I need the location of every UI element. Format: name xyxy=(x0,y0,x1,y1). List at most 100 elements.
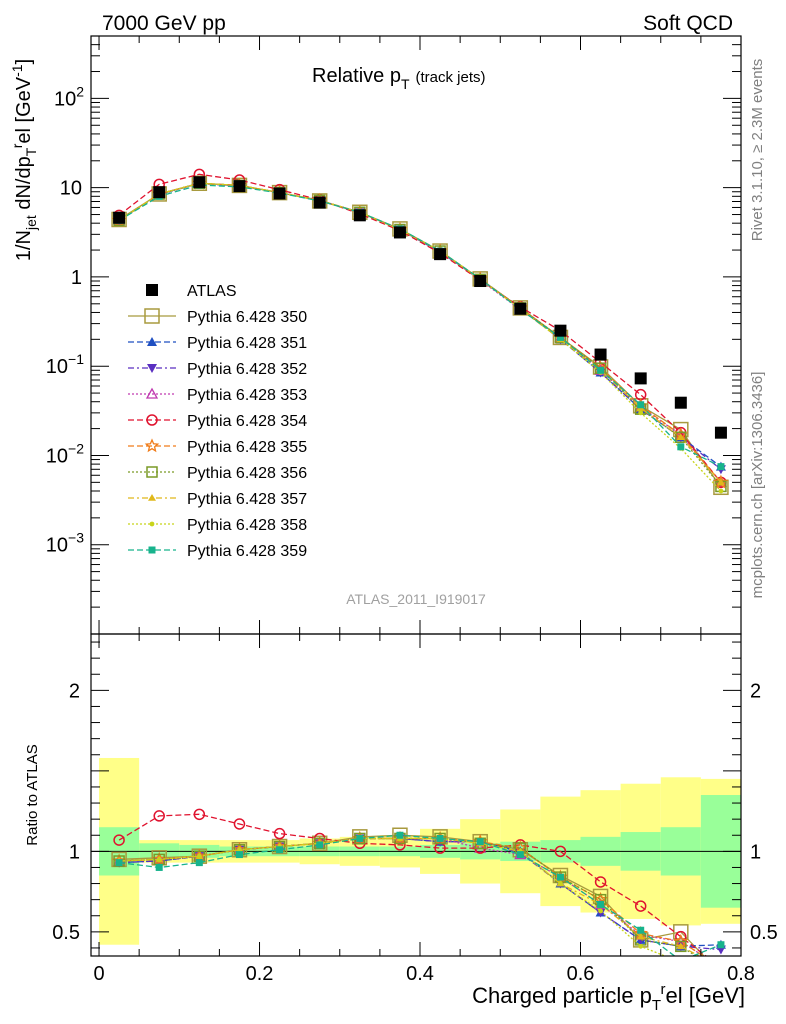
ratio-point xyxy=(716,962,726,972)
legend-label: Pythia 6.428 358 xyxy=(187,517,307,534)
atlas-point xyxy=(393,226,406,239)
series-point xyxy=(717,463,725,471)
ratio-ylabel: Ratio to ATLAS xyxy=(24,744,41,845)
ratio-point xyxy=(598,908,603,914)
ratio-point xyxy=(677,957,684,964)
atlas-point xyxy=(193,176,206,189)
ratio-ytick-label-right: 1 xyxy=(750,841,761,863)
legend-entry: Pythia 6.428 352 xyxy=(128,361,307,378)
legend-entry: Pythia 6.428 358 xyxy=(128,517,307,534)
legend-label: Pythia 6.428 350 xyxy=(187,309,307,326)
main-ytick-label: 102 xyxy=(54,83,84,110)
legend-entry: Pythia 6.428 357 xyxy=(128,491,307,508)
xlabel-superscript: r xyxy=(661,981,666,998)
ratio-panel: 0.5 0.5 1 1 2 2 0 0.2 0.4 0.6 0.8 xyxy=(52,633,778,985)
main-title-text: Relative p xyxy=(312,65,401,87)
legend-marker xyxy=(146,284,158,296)
atlas-point xyxy=(714,426,727,439)
legend-label: Pythia 6.428 353 xyxy=(187,387,307,404)
legend-marker xyxy=(146,414,158,426)
atlas-data xyxy=(113,176,727,439)
legend-entry: Pythia 6.428 353 xyxy=(128,387,307,404)
legend: ATLAS Pythia 6.428 350 Pythia 6.428 351 Pyt… xyxy=(128,283,307,560)
ratio-point xyxy=(235,851,243,859)
legend-label: Pythia 6.428 351 xyxy=(187,335,307,352)
ratio-point xyxy=(195,859,203,867)
ratio-point xyxy=(436,834,444,842)
mcplots-label: mcplots.cern.ch [arXiv:1306.3436] xyxy=(749,372,766,599)
series-line xyxy=(118,182,722,483)
ratio-point xyxy=(716,967,726,977)
legend-marker xyxy=(149,521,155,527)
ratio-point xyxy=(678,960,683,965)
ratio-point xyxy=(193,808,206,821)
ratio-series-line xyxy=(119,837,667,956)
main-ytick-label: 10 xyxy=(60,178,82,200)
legend-label: Pythia 6.428 357 xyxy=(187,491,307,508)
ratio-point xyxy=(237,847,242,853)
series-point xyxy=(676,433,685,441)
main-title-suffix: (track jets) xyxy=(416,69,486,86)
main-ylabel: 1/Njet dN/dpTrel [GeV-1] xyxy=(9,59,39,261)
main-title: Relative pT (track jets) xyxy=(312,65,486,92)
series-line xyxy=(118,182,722,492)
ratio-ytick-label: 0.5 xyxy=(52,922,80,944)
atlas-point xyxy=(474,275,487,288)
atlas-point xyxy=(514,302,527,315)
series-point xyxy=(716,478,725,486)
ratio-xlabel: Charged particle pTrel [GeV] xyxy=(472,981,745,1014)
ratio-point xyxy=(556,873,564,881)
ratio-xtick-label: 0.8 xyxy=(727,963,755,985)
ratio-point xyxy=(636,932,645,940)
atlas-point xyxy=(434,248,447,261)
ratio-ytick-label-right: 0.5 xyxy=(750,922,778,944)
legend-entry: Pythia 6.428 355 xyxy=(128,438,307,456)
series-point xyxy=(675,431,687,443)
ratio-point xyxy=(396,831,404,839)
ratio-point xyxy=(276,846,284,854)
ratio-point xyxy=(676,942,685,950)
legend-marker xyxy=(144,438,160,453)
ratio-series xyxy=(111,808,728,981)
legend-marker xyxy=(147,364,157,373)
xlabel-suffix: el [GeV] xyxy=(666,983,745,1008)
legend-label: Pythia 6.428 354 xyxy=(187,413,307,430)
ratio-point xyxy=(115,859,123,867)
series-line xyxy=(118,173,722,483)
legend-entry: Pythia 6.428 350 xyxy=(128,308,307,326)
series-point xyxy=(597,366,605,374)
atlas-point xyxy=(594,348,607,361)
atlas-point xyxy=(674,396,687,409)
atlas-point xyxy=(353,209,366,222)
atlas-point xyxy=(313,196,326,209)
ratio-point xyxy=(719,975,724,980)
ratio-point xyxy=(714,967,728,981)
atlas-point xyxy=(634,372,647,385)
legend-entry: ATLAS xyxy=(146,283,237,300)
series-point xyxy=(718,488,724,494)
svg-text:1/Njet dN/dpTrel [GeV-1]: 1/Njet dN/dpTrel [GeV-1] xyxy=(9,59,39,261)
ratio-point xyxy=(634,900,647,912)
ratio-point xyxy=(196,853,202,859)
ratio-point xyxy=(594,876,607,888)
legend-marker xyxy=(148,546,156,554)
series-point xyxy=(638,410,644,416)
ratio-series-359 xyxy=(115,831,725,964)
ratio-point xyxy=(717,963,725,970)
ratio-point xyxy=(516,851,524,859)
atlas-point xyxy=(554,324,567,337)
legend-entry: Pythia 6.428 354 xyxy=(128,413,307,430)
series-line xyxy=(118,184,722,468)
ratio-point xyxy=(156,857,162,862)
legend-marker xyxy=(147,337,157,346)
analysis-id-label: ATLAS_2011_I919017 xyxy=(346,591,486,607)
ratio-series-line xyxy=(118,813,708,956)
ratio-point xyxy=(638,943,644,949)
atlas-point xyxy=(233,180,246,193)
legend-marker xyxy=(148,494,156,501)
series-line xyxy=(118,182,722,483)
legend-marker xyxy=(144,308,160,324)
ratio-xtick-label: 0.4 xyxy=(406,963,434,985)
ratio-series-line xyxy=(119,834,722,956)
